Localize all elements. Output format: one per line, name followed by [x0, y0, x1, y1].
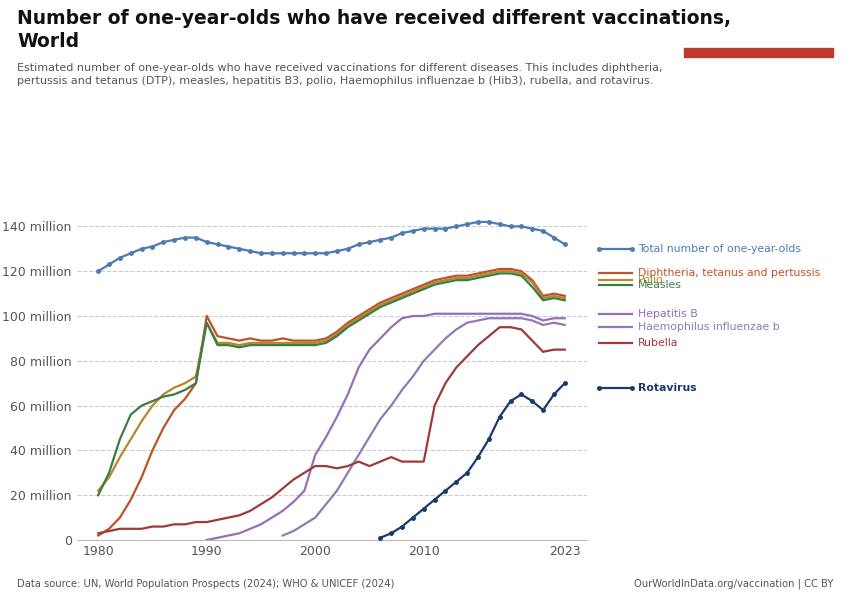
Text: Measles: Measles: [638, 280, 683, 290]
Text: Diphtheria, tetanus and pertussis: Diphtheria, tetanus and pertussis: [638, 268, 820, 278]
Text: Data source: UN, World Population Prospects (2024); WHO & UNICEF (2024): Data source: UN, World Population Prospe…: [17, 579, 394, 589]
Text: Total number of one-year-olds: Total number of one-year-olds: [638, 244, 802, 254]
Text: Hepatitis B: Hepatitis B: [638, 309, 698, 319]
Text: Rotavirus: Rotavirus: [638, 383, 697, 392]
Text: Polio: Polio: [638, 275, 664, 285]
Text: Estimated number of one-year-olds who have received vaccinations for different d: Estimated number of one-year-olds who ha…: [17, 63, 662, 86]
Text: Our World: Our World: [725, 15, 792, 28]
Text: Haemophilus influenzae b: Haemophilus influenzae b: [638, 322, 780, 332]
Text: Rubella: Rubella: [638, 338, 678, 348]
Text: Number of one-year-olds who have received different vaccinations,
World: Number of one-year-olds who have receive…: [17, 9, 731, 51]
Text: in Data: in Data: [734, 32, 783, 45]
Text: OurWorldInData.org/vaccination | CC BY: OurWorldInData.org/vaccination | CC BY: [633, 578, 833, 589]
Bar: [684, 48, 833, 57]
